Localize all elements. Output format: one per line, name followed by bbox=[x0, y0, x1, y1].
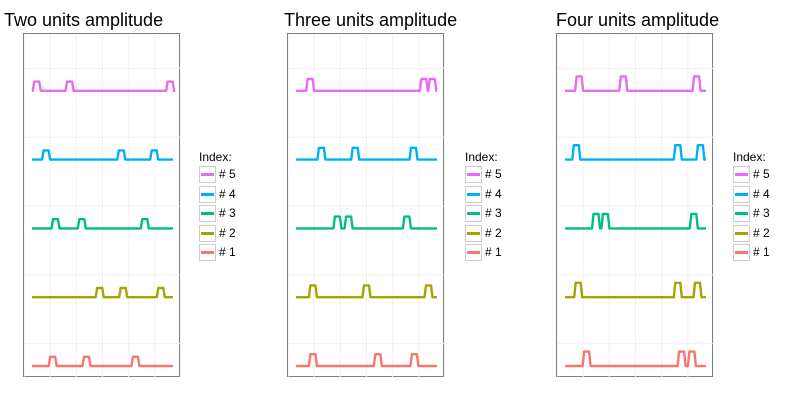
legend-key-line bbox=[735, 251, 748, 255]
legend-key bbox=[199, 185, 216, 203]
legend-label: # 5 bbox=[753, 167, 770, 182]
legend-key-line bbox=[467, 251, 480, 255]
panel-title: Two units amplitude bbox=[4, 10, 164, 30]
legend-label: # 4 bbox=[485, 186, 502, 201]
legend-title: Index: bbox=[733, 150, 766, 164]
series-line-4 bbox=[565, 144, 706, 161]
legend: Index: # 5 # 4 # 3 # 2 # 1 bbox=[465, 149, 502, 263]
legend-key-line bbox=[467, 192, 480, 196]
panel-four-units: Four units amplitude Index: # 5 # 4 # 3 … bbox=[552, 0, 800, 400]
legend-key bbox=[465, 185, 482, 203]
legend-key bbox=[199, 166, 216, 184]
legend-key-line bbox=[201, 212, 214, 216]
legend-key bbox=[465, 205, 482, 223]
legend-key bbox=[199, 205, 216, 223]
legend-key bbox=[465, 244, 482, 262]
pulse-chart bbox=[288, 34, 445, 378]
legend: Index: # 5 # 4 # 3 # 2 # 1 bbox=[199, 149, 236, 263]
legend-item-5: # 5 bbox=[199, 165, 236, 185]
panel-title: Three units amplitude bbox=[284, 10, 458, 30]
legend-key-line bbox=[467, 173, 480, 177]
plot-area bbox=[556, 33, 714, 378]
legend-key bbox=[733, 205, 750, 223]
legend-item-4: # 4 bbox=[465, 185, 502, 205]
series-line-2 bbox=[296, 284, 437, 299]
legend-item-1: # 1 bbox=[199, 243, 236, 263]
legend-item-3: # 3 bbox=[733, 204, 770, 224]
series-line-3 bbox=[565, 212, 706, 230]
series-line-5 bbox=[565, 75, 706, 92]
legend-key-line bbox=[201, 192, 214, 196]
panel-two-units: Two units amplitude Index: # 5 # 4 # 3 #… bbox=[0, 0, 260, 400]
series-line-2 bbox=[32, 286, 173, 299]
legend-key bbox=[199, 244, 216, 262]
legend-key-line bbox=[467, 212, 480, 216]
legend-key-line bbox=[735, 192, 748, 196]
legend-label: # 2 bbox=[753, 225, 770, 240]
legend-key bbox=[465, 224, 482, 242]
legend-label: # 1 bbox=[753, 245, 770, 260]
legend-key bbox=[733, 224, 750, 242]
legend-label: # 2 bbox=[219, 225, 236, 240]
legend-key-line bbox=[201, 231, 214, 235]
panel-title: Four units amplitude bbox=[556, 10, 720, 30]
series-line-3 bbox=[32, 218, 173, 230]
legend-title: Index: bbox=[199, 150, 232, 164]
legend-label: # 1 bbox=[219, 245, 236, 260]
legend-key-line bbox=[735, 231, 748, 235]
legend-key-line bbox=[735, 212, 748, 216]
series-line-1 bbox=[296, 353, 437, 368]
legend-item-2: # 2 bbox=[733, 224, 770, 244]
legend-label: # 1 bbox=[485, 245, 502, 260]
legend-label: # 5 bbox=[485, 167, 502, 182]
legend-label: # 4 bbox=[753, 186, 770, 201]
legend-item-4: # 4 bbox=[733, 185, 770, 205]
legend-label: # 5 bbox=[219, 167, 236, 182]
pulse-chart bbox=[557, 34, 714, 378]
legend-key bbox=[733, 185, 750, 203]
legend-key bbox=[199, 224, 216, 242]
series-line-1 bbox=[32, 355, 173, 368]
legend-item-3: # 3 bbox=[199, 204, 236, 224]
pulse-chart bbox=[24, 34, 181, 378]
legend-label: # 4 bbox=[219, 186, 236, 201]
legend-label: # 3 bbox=[753, 206, 770, 221]
series-line-1 bbox=[565, 350, 706, 368]
plot-area bbox=[23, 33, 181, 378]
legend: Index: # 5 # 4 # 3 # 2 # 1 bbox=[733, 149, 770, 263]
series-line-5 bbox=[296, 77, 438, 92]
legend-label: # 3 bbox=[485, 206, 502, 221]
panel-three-units: Three units amplitude Index: # 5 # 4 # 3… bbox=[280, 0, 540, 400]
legend-key bbox=[465, 166, 482, 184]
legend-item-1: # 1 bbox=[465, 243, 502, 263]
legend-item-1: # 1 bbox=[733, 243, 770, 263]
legend-item-4: # 4 bbox=[199, 185, 236, 205]
legend-label: # 2 bbox=[485, 225, 502, 240]
series-line-3 bbox=[296, 215, 437, 230]
legend-item-3: # 3 bbox=[465, 204, 502, 224]
series-line-4 bbox=[296, 146, 437, 161]
legend-key-line bbox=[467, 231, 480, 235]
legend-label: # 3 bbox=[219, 206, 236, 221]
plot-area bbox=[287, 33, 445, 378]
legend-item-5: # 5 bbox=[465, 165, 502, 185]
legend-key bbox=[733, 244, 750, 262]
series-line-4 bbox=[32, 149, 173, 161]
legend-item-2: # 2 bbox=[465, 224, 502, 244]
legend-key bbox=[733, 166, 750, 184]
series-line-5 bbox=[31, 80, 176, 92]
legend-key-line bbox=[735, 173, 748, 177]
legend-title: Index: bbox=[465, 150, 498, 164]
series-line-2 bbox=[565, 281, 706, 299]
legend-key-line bbox=[201, 173, 214, 177]
legend-item-5: # 5 bbox=[733, 165, 770, 185]
legend-key-line bbox=[201, 251, 214, 255]
legend-item-2: # 2 bbox=[199, 224, 236, 244]
